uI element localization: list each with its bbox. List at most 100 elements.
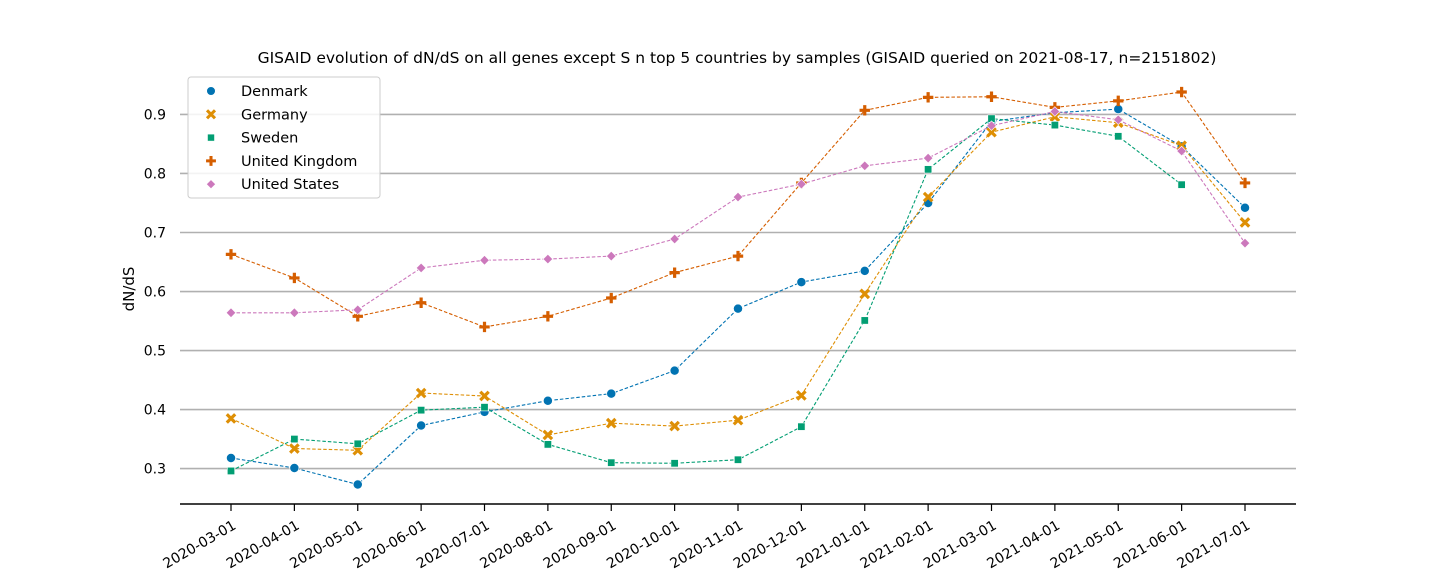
germany-point — [415, 387, 427, 399]
germany-point — [986, 126, 997, 138]
y-tick-label: 0.3 — [144, 462, 166, 478]
series-united-states — [225, 106, 1251, 318]
legend-label-sweden: Sweden — [241, 131, 298, 147]
united-kingdom-point — [479, 321, 490, 333]
y-tick-label: 0.8 — [144, 166, 166, 182]
united-kingdom-point — [1239, 177, 1251, 189]
united-states-point — [859, 160, 870, 172]
sweden-point — [353, 439, 362, 448]
series-germany — [225, 111, 1251, 456]
sweden-point — [480, 403, 489, 412]
y-axis: 0.3 0.4 0.5 0.6 0.7 0.8 0.9 — [144, 107, 166, 477]
chart-title: GISAID evolution of dN/dS on all genes e… — [258, 49, 1217, 67]
united-states-point — [669, 233, 680, 245]
germany-point — [1049, 111, 1061, 123]
legend-marker-united-kingdom — [206, 155, 216, 166]
sweden-line — [230, 118, 1182, 472]
united-kingdom-point — [986, 91, 997, 102]
united-states-point — [1239, 237, 1251, 249]
united-kingdom-point — [732, 250, 744, 262]
legend-marker-germany — [205, 109, 217, 120]
united-kingdom-point — [289, 272, 300, 284]
denmark-point — [289, 463, 300, 473]
germany-point — [732, 414, 744, 426]
legend: Denmark Germany Sweden United Kingdom United… — [187, 76, 381, 199]
denmark-point — [606, 388, 617, 399]
sweden-point — [924, 165, 933, 174]
legend-box — [187, 76, 381, 199]
united-kingdom-point — [225, 249, 237, 260]
legend-marker-united-states — [206, 179, 216, 190]
sweden-point — [733, 455, 742, 464]
sweden-point — [543, 440, 552, 449]
denmark-line — [230, 108, 1246, 486]
united-kingdom-point — [542, 311, 554, 322]
germany-point — [669, 420, 680, 432]
y-tick-label: 0.4 — [144, 403, 166, 419]
sweden-point — [797, 422, 806, 431]
y-tick-label: 0.7 — [144, 226, 166, 242]
united-states-point — [986, 120, 997, 131]
legend-label-germany: Germany — [241, 107, 308, 123]
sweden-point — [227, 466, 236, 475]
germany-point — [859, 288, 871, 300]
sweden-point — [417, 406, 426, 415]
denmark-point — [733, 303, 743, 314]
series-group — [225, 86, 1251, 490]
denmark-point — [352, 479, 363, 490]
series-sweden — [227, 114, 1186, 475]
denmark-point — [859, 265, 870, 276]
united-states-point — [732, 191, 744, 203]
united-states-point — [289, 307, 300, 318]
germany-point — [479, 390, 490, 402]
sweden-point — [607, 458, 616, 467]
y-tick-label: 0.9 — [144, 107, 166, 123]
denmark-point — [542, 395, 553, 406]
legend-marker-denmark — [206, 86, 216, 96]
germany-point — [605, 417, 617, 429]
germany-point — [922, 191, 934, 203]
legend-label-denmark: Denmark — [241, 84, 308, 100]
united-kingdom-point — [922, 92, 934, 103]
germany-point — [796, 390, 807, 401]
united-kingdom-line — [230, 91, 1246, 328]
sweden-point — [1114, 132, 1123, 141]
series-united-kingdom — [225, 86, 1251, 333]
germany-point — [1239, 217, 1251, 228]
germany-point — [225, 413, 237, 424]
germany-point — [542, 429, 554, 441]
legend-marker-sweden — [207, 133, 215, 142]
united-states-point — [415, 262, 427, 274]
denmark-point — [669, 365, 680, 376]
denmark-point — [226, 453, 236, 463]
denmark-point — [1240, 202, 1250, 213]
legend-label-united-states: United States — [241, 177, 339, 193]
united-states-point — [922, 152, 934, 164]
united-states-point — [1176, 145, 1187, 157]
germany-point — [289, 443, 300, 454]
united-kingdom-point — [415, 297, 427, 308]
united-states-point — [479, 255, 490, 266]
united-kingdom-point — [859, 105, 870, 116]
united-kingdom-point — [669, 267, 680, 278]
united-kingdom-point — [606, 292, 617, 304]
united-states-point — [1113, 114, 1124, 125]
united-kingdom-point — [1113, 95, 1124, 107]
legend-label-united-kingdom: United Kingdom — [241, 154, 357, 170]
united-kingdom-point — [352, 311, 363, 322]
united-states-point — [606, 250, 617, 262]
united-kingdom-point — [1176, 86, 1187, 98]
united-states-point — [225, 307, 237, 318]
sweden-point — [1050, 121, 1059, 130]
united-states-point — [542, 253, 554, 265]
denmark-point — [416, 420, 427, 431]
sweden-point — [290, 435, 299, 444]
denmark-point — [796, 277, 807, 288]
germany-point — [1176, 140, 1187, 152]
x-axis: 2020-03-012020-04-012020-05-012020-06-01… — [161, 503, 1296, 572]
y-axis-label: dN/dS — [120, 267, 138, 312]
sweden-point — [860, 316, 869, 325]
united-states-line — [231, 110, 1246, 314]
y-tick-label: 0.6 — [144, 285, 166, 301]
y-tick-label: 0.5 — [144, 344, 166, 360]
